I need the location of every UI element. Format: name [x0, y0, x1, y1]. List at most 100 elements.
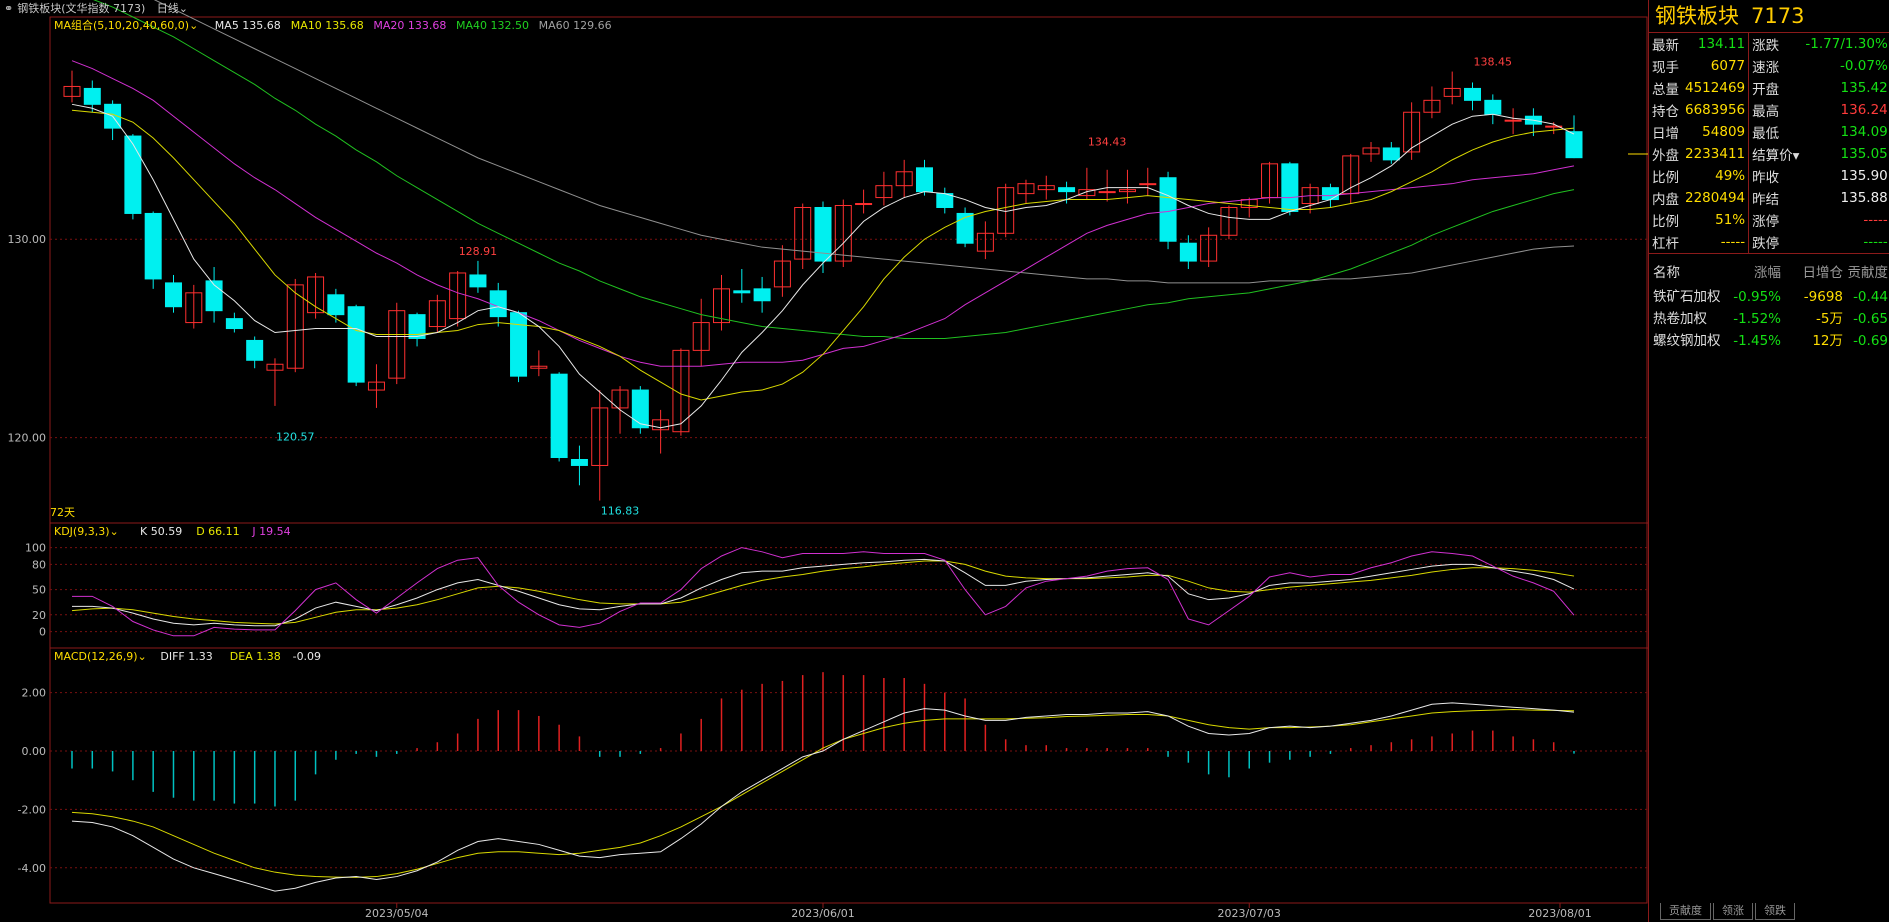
- price-tick: 120.00: [8, 432, 47, 445]
- period-selector[interactable]: 日线⌄: [156, 2, 189, 15]
- candle-body: [611, 389, 629, 409]
- price-tick: 130.00: [8, 233, 47, 246]
- candle-body: [1139, 183, 1157, 186]
- candle-body: [570, 459, 588, 466]
- related-header: 名称 涨幅 日增仓 贡献度: [1653, 265, 1888, 281]
- quote-label: 比例: [1652, 170, 1679, 186]
- related-row[interactable]: 铁矿石加权 -0.95% -9698 -0.44: [1649, 286, 1889, 308]
- kdj-d-line: [71, 560, 1575, 625]
- related-name: 螺纹钢加权: [1653, 333, 1721, 349]
- quote-value: 6683956: [1685, 102, 1746, 118]
- macd-tick: 2.00: [22, 687, 47, 700]
- candle-body: [307, 276, 325, 314]
- candle-body: [388, 310, 406, 379]
- candle-body: [489, 290, 507, 318]
- candle-body: [246, 339, 264, 361]
- candle-body: [83, 87, 101, 105]
- quote-table: 最新 134.11 涨跌 -1.77/1.30% 现手 6077 速涨 -0.07% 总量 451…: [1649, 33, 1889, 253]
- kdj-tick: 20: [32, 609, 46, 622]
- ma60-line: [153, 0, 1575, 284]
- related-change: -0.95%: [1733, 289, 1781, 305]
- related-change: -1.45%: [1733, 333, 1781, 349]
- price-annotation: 116.83: [601, 505, 640, 518]
- related-name: 热卷加权: [1653, 311, 1707, 327]
- candle-body: [225, 318, 243, 330]
- legend-item: DIFF 1.33: [160, 650, 212, 663]
- legend-item: MA5 135.68: [215, 19, 281, 32]
- candle-body: [591, 407, 609, 466]
- legend-item: MA40 132.50: [456, 19, 529, 32]
- legend-item: MA10 135.68: [291, 19, 364, 32]
- related-contrib: -0.44: [1853, 289, 1888, 305]
- legend-item: K 50.59: [140, 525, 182, 538]
- related-row[interactable]: 热卷加权 -1.52% -5万 -0.65: [1649, 308, 1889, 330]
- candle-body: [997, 187, 1015, 234]
- tab-top-gainers[interactable]: 领涨: [1713, 903, 1753, 920]
- window-titlebar: ⚭ 钢铁板块(文华指数 7173) 日线⌄: [0, 0, 1648, 17]
- date-label: 2023/08/01: [1528, 907, 1591, 920]
- quote-label: 最高: [1752, 104, 1780, 120]
- quote-label: 持仓: [1652, 104, 1679, 120]
- quote-label: 日增: [1652, 126, 1679, 142]
- candle-body: [1179, 242, 1197, 262]
- legend-item: J 19.54: [251, 525, 290, 538]
- quote-value: 135.88: [1840, 190, 1888, 206]
- candle-body: [1403, 111, 1421, 153]
- related-increase: 12万: [1812, 333, 1843, 349]
- tab-top-losers[interactable]: 领跌: [1755, 903, 1795, 920]
- quote-value: 134.09: [1840, 124, 1888, 140]
- quote-label: 涨跌: [1752, 38, 1780, 54]
- candle-body: [915, 167, 933, 193]
- date-label: 2023/05/04: [365, 907, 428, 920]
- candle-body: [327, 294, 345, 316]
- candle-body: [530, 365, 548, 369]
- candle-body: [956, 212, 974, 244]
- quote-row: 持仓 6683956 最高 136.24: [1649, 99, 1889, 121]
- macd-tick: -4.00: [18, 862, 46, 875]
- candle-body: [875, 185, 893, 199]
- quote-value: 2280494: [1685, 190, 1746, 206]
- candle-body: [652, 419, 670, 431]
- related-row[interactable]: 螺纹钢加权 -1.45% 12万 -0.69: [1649, 330, 1889, 352]
- quote-row: 日增 54809 最低 134.09: [1649, 121, 1889, 143]
- candle-body: [266, 363, 284, 371]
- quote-label: 跌停: [1752, 236, 1780, 252]
- quote-row: 最新 134.11 涨跌 -1.77/1.30%: [1649, 33, 1889, 55]
- candle-body: [1321, 187, 1339, 201]
- price-annotation: 128.91: [459, 245, 498, 258]
- quote-label: 总量: [1652, 82, 1679, 98]
- candle-body: [347, 306, 365, 383]
- instrument-title: 钢铁板块(文华指数 7173): [17, 2, 146, 15]
- candle-body: [286, 284, 304, 369]
- candle-body: [469, 274, 487, 288]
- kdj-tick: 100: [25, 542, 46, 555]
- candle-body: [164, 282, 182, 308]
- candle-body: [976, 232, 994, 252]
- candle-body: [773, 260, 791, 288]
- tab-contribution[interactable]: 贡献度: [1660, 903, 1711, 920]
- candle-body: [63, 85, 81, 97]
- candle-body: [449, 272, 467, 320]
- quote-row: 总量 4512469 开盘 135.42: [1649, 77, 1889, 99]
- candle-body: [1464, 87, 1482, 101]
- legend-item: MA20 133.68: [373, 19, 446, 32]
- quote-value: 135.05: [1840, 146, 1888, 162]
- quote-value: -----: [1863, 234, 1888, 250]
- quote-value: 54809: [1702, 124, 1746, 140]
- candle-body: [713, 288, 731, 324]
- quote-value: 135.90: [1840, 168, 1888, 184]
- candle-body: [367, 381, 385, 391]
- quote-label: 比例: [1652, 214, 1679, 230]
- macd-tick: -2.00: [18, 803, 46, 816]
- candle-body: [550, 373, 568, 459]
- quote-label: 开盘: [1752, 82, 1780, 98]
- candle-body: [1443, 87, 1461, 97]
- candle-body: [855, 203, 873, 206]
- quote-label: 昨结: [1752, 192, 1780, 208]
- quote-value: -----: [1863, 212, 1888, 228]
- quote-row: 比例 49% 昨收 135.90: [1649, 165, 1889, 187]
- kline-chart[interactable]: 130.00 120.00 100 80 50 20 0 2.00 0.00 -2.00 -4.00…: [0, 0, 1648, 922]
- kdj-k-line: [72, 558, 1575, 627]
- candle-body: [753, 288, 771, 302]
- legend-item: MA60 129.66: [539, 19, 612, 32]
